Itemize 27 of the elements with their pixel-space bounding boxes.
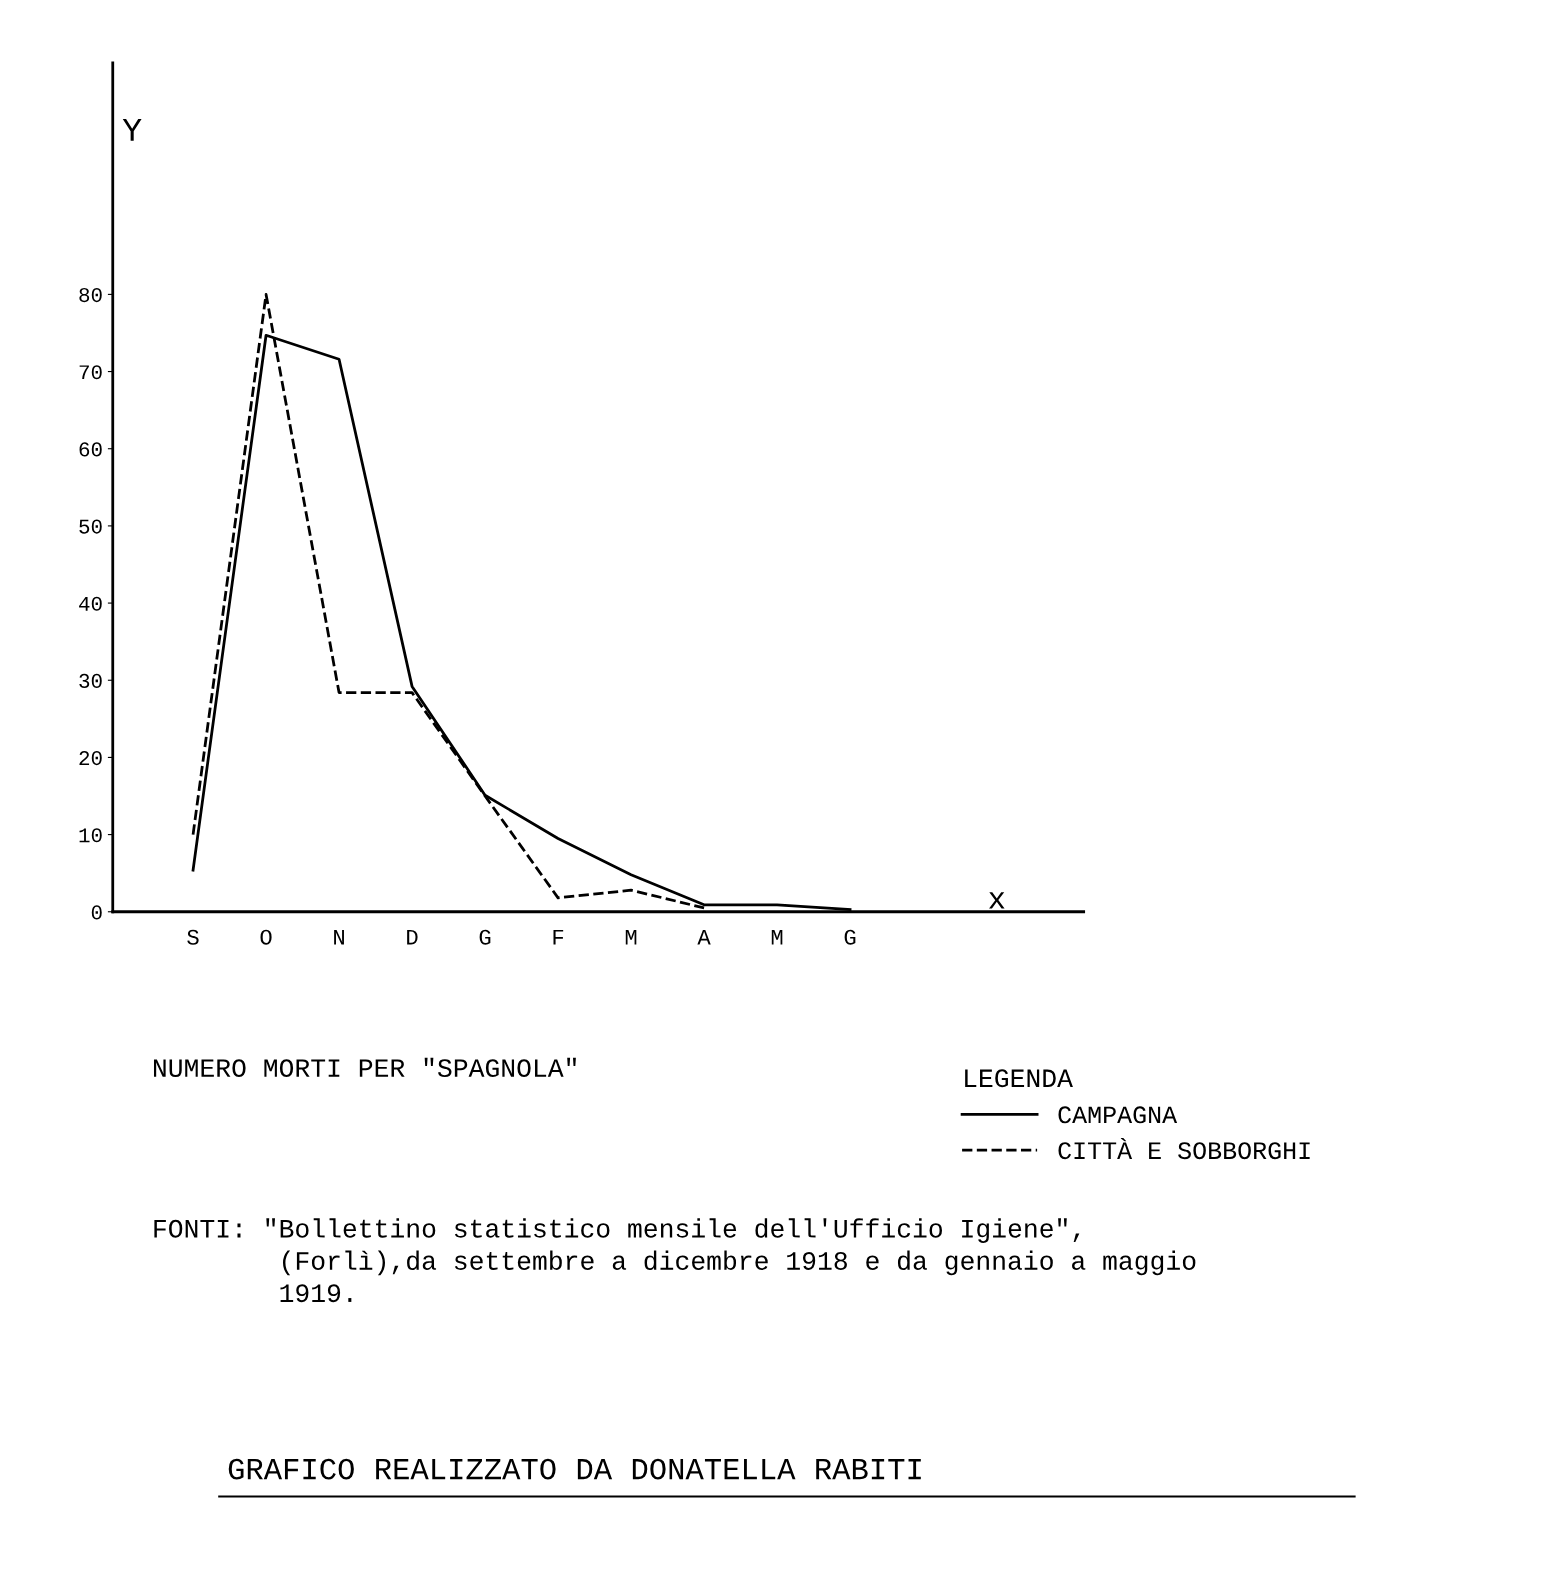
x-tick-label: M (771, 929, 783, 945)
x-tick-label: D (407, 929, 418, 945)
x-tick-label: A (697, 929, 711, 945)
legend-label: CITTÀ E SOBBORGHI (1058, 1138, 1310, 1160)
text: GRAFICO REALIZZATO DA DONATELLA RABITI (228, 1458, 921, 1480)
y-tick-label: 30 (79, 673, 102, 688)
x-tick-label: N (334, 929, 344, 945)
y-axis-title: Y (122, 118, 142, 141)
x-axis-title: x (989, 892, 1005, 909)
legend-title: LEGENDA (965, 1069, 1073, 1088)
y-tick-label: 10 (79, 828, 102, 843)
y-tick-label: 80 (79, 288, 102, 303)
y-tick-label: 40 (79, 596, 102, 611)
y-tick-label: 50 (79, 519, 102, 534)
x-tick-label: M (625, 929, 637, 945)
y-tick-label: 0 (91, 905, 102, 920)
x-tick-label: G (479, 929, 491, 945)
x-tick-label: O (260, 929, 272, 945)
x-tick-label: F (553, 929, 564, 945)
y-tick-label: 60 (79, 442, 102, 457)
text: NUMERO MORTI PER "SPAGNOLA" (153, 1057, 576, 1078)
text: FONTI: "Bollettino statistico mensile dell'Ufficio Igiene", (Forlì),da settembre a dicembre 1918 e da gennaio a maggio 1919. (154, 1218, 1196, 1303)
y-tick-label: 70 (79, 365, 102, 380)
legend-label: CAMPAGNA (1058, 1106, 1178, 1124)
x-tick-label: G (844, 929, 856, 945)
x-tick-label: S (187, 929, 199, 945)
y-tick-label: 20 (79, 751, 102, 766)
